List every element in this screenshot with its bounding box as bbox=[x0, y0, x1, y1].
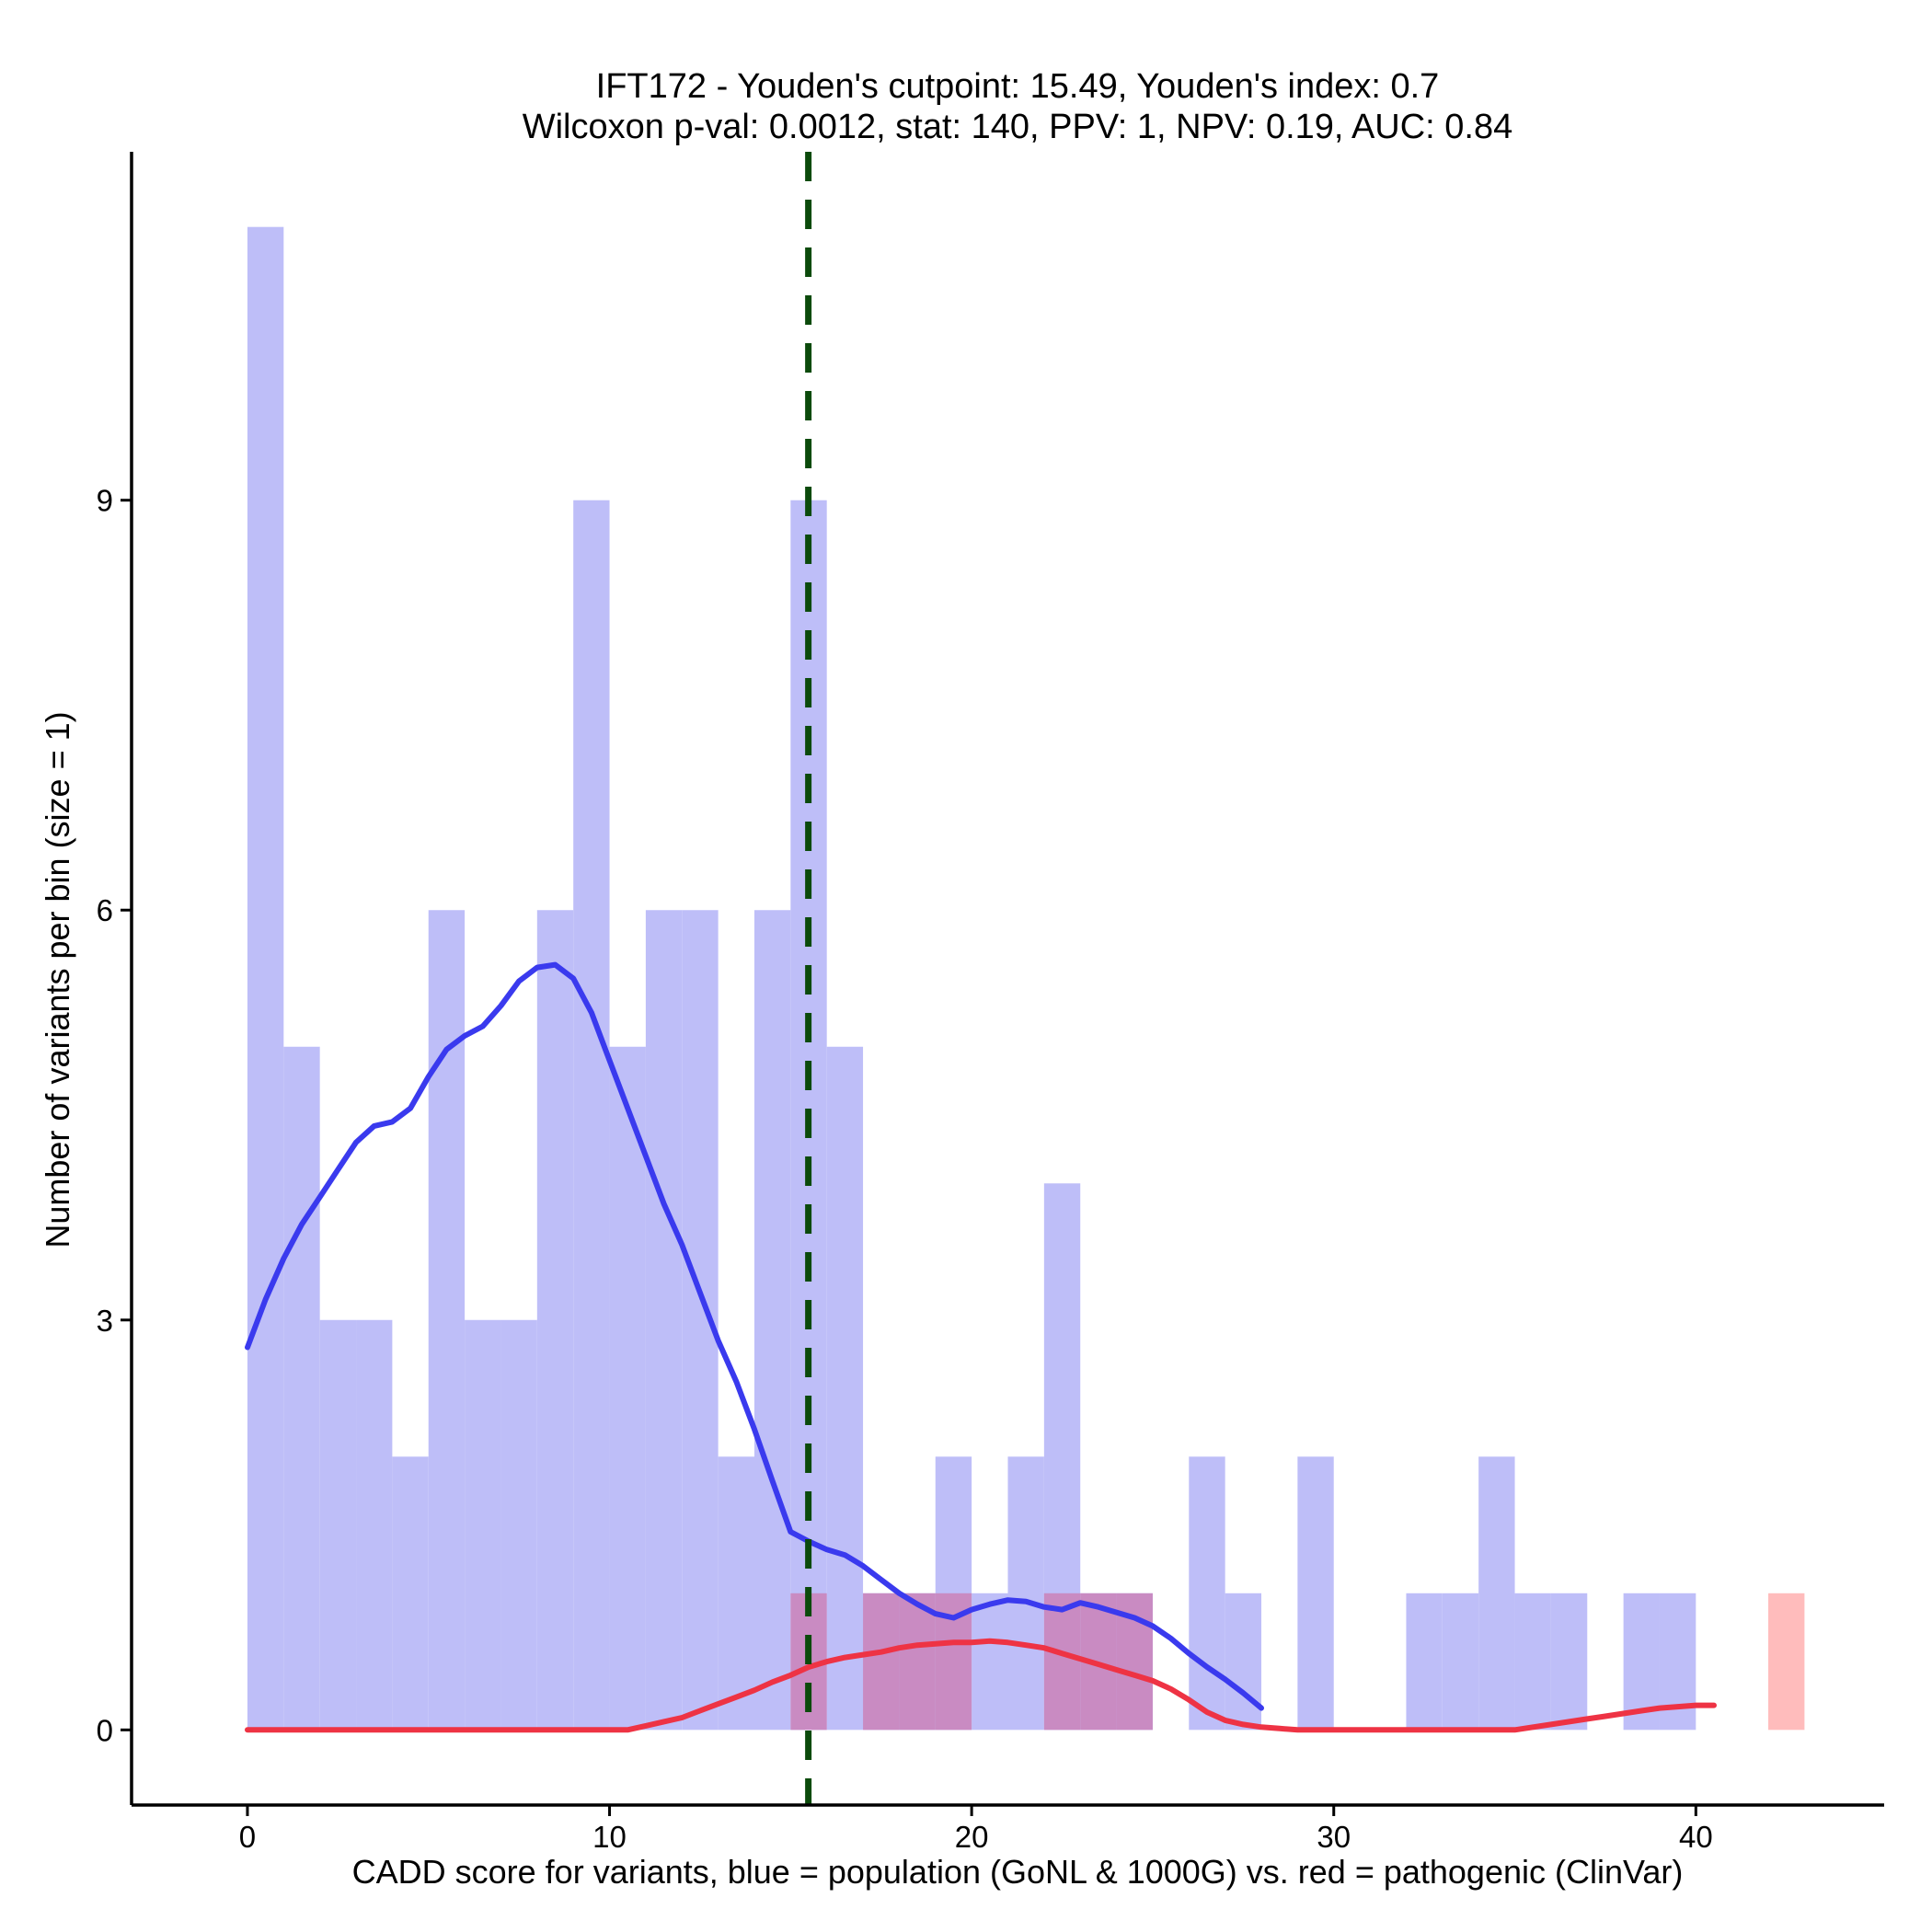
population-bar-34 bbox=[1478, 1456, 1515, 1731]
axes: 0 10 20 30 40 0 3 6 9 bbox=[97, 152, 1884, 1854]
pathogenic-bar-17 bbox=[863, 1593, 900, 1731]
population-bar-4 bbox=[392, 1456, 429, 1731]
x-tick-label-40: 40 bbox=[1679, 1820, 1713, 1854]
pathogenic-bar-42 bbox=[1768, 1593, 1805, 1731]
population-bar-11 bbox=[645, 910, 683, 1731]
population-bar-10 bbox=[609, 1046, 646, 1731]
population-bar-8 bbox=[536, 910, 574, 1731]
x-tick-label-10: 10 bbox=[592, 1820, 627, 1854]
population-bar-20 bbox=[972, 1593, 1008, 1731]
population-bar-33 bbox=[1442, 1593, 1479, 1731]
population-bar-27 bbox=[1225, 1593, 1262, 1731]
y-tick-label-0: 0 bbox=[97, 1713, 113, 1747]
population-bars bbox=[247, 226, 1696, 1731]
x-tick-label-0: 0 bbox=[239, 1820, 256, 1854]
population-density-line bbox=[245, 961, 1264, 1711]
population-bar-13 bbox=[718, 1456, 754, 1731]
chart-title-line-1: IFT172 - Youden's cutpoint: 15.49, Youde… bbox=[596, 67, 1440, 106]
population-bar-26 bbox=[1189, 1456, 1225, 1731]
chart-title: IFT172 - Youden's cutpoint: 15.49, Youde… bbox=[523, 67, 1513, 146]
chart-title-line-2: Wilcoxon p-val: 0.0012, stat: 140, PPV: … bbox=[523, 108, 1513, 146]
population-bar-32 bbox=[1406, 1593, 1443, 1731]
population-bar-7 bbox=[500, 1319, 537, 1731]
pathogenic-bar-22 bbox=[1043, 1593, 1081, 1731]
population-bar-9 bbox=[573, 500, 610, 1731]
pathogenic-density-line bbox=[245, 1638, 1717, 1733]
population-bar-2 bbox=[319, 1319, 357, 1731]
x-tick-label-30: 30 bbox=[1317, 1820, 1351, 1854]
x-tick-label-20: 20 bbox=[955, 1820, 989, 1854]
population-bar-16 bbox=[826, 1046, 864, 1731]
population-bar-21 bbox=[1007, 1456, 1044, 1731]
y-axis-title: Number of variants per bin (size = 1) bbox=[39, 711, 76, 1248]
population-bar-1 bbox=[283, 1046, 320, 1731]
y-tick-label-6: 6 bbox=[97, 893, 113, 927]
y-tick-label-3: 3 bbox=[97, 1304, 113, 1338]
population-bar-35 bbox=[1514, 1593, 1551, 1731]
population-bar-3 bbox=[356, 1319, 393, 1731]
x-axis-title: CADD score for variants, blue = populati… bbox=[352, 1853, 1684, 1891]
population-bar-36 bbox=[1550, 1593, 1588, 1731]
population-bar-5 bbox=[428, 910, 466, 1731]
population-bar-0 bbox=[247, 226, 284, 1731]
population-bar-14 bbox=[753, 910, 791, 1731]
population-bar-29 bbox=[1297, 1456, 1334, 1731]
density-curves bbox=[245, 961, 1717, 1733]
pathogenic-bar-18 bbox=[899, 1593, 936, 1731]
y-tick-label-9: 9 bbox=[97, 484, 113, 518]
population-bar-6 bbox=[465, 1319, 501, 1731]
plot-area bbox=[245, 152, 1805, 1805]
